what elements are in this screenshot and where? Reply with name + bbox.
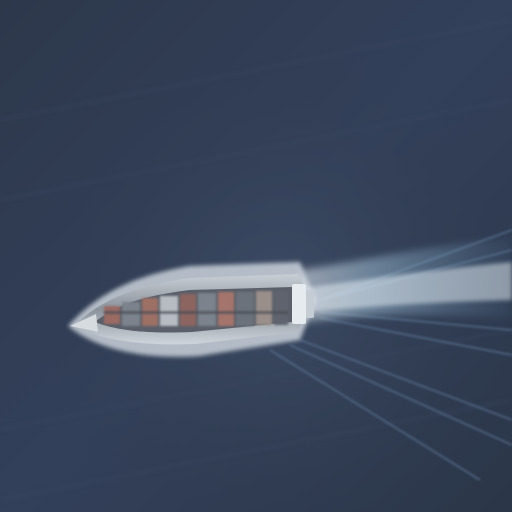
wake-core xyxy=(305,262,512,312)
container-stacks xyxy=(104,291,288,326)
ship-bow xyxy=(70,314,98,332)
ship-stern xyxy=(306,290,314,318)
ship-bridge xyxy=(292,284,306,324)
sea-swell xyxy=(0,19,512,501)
